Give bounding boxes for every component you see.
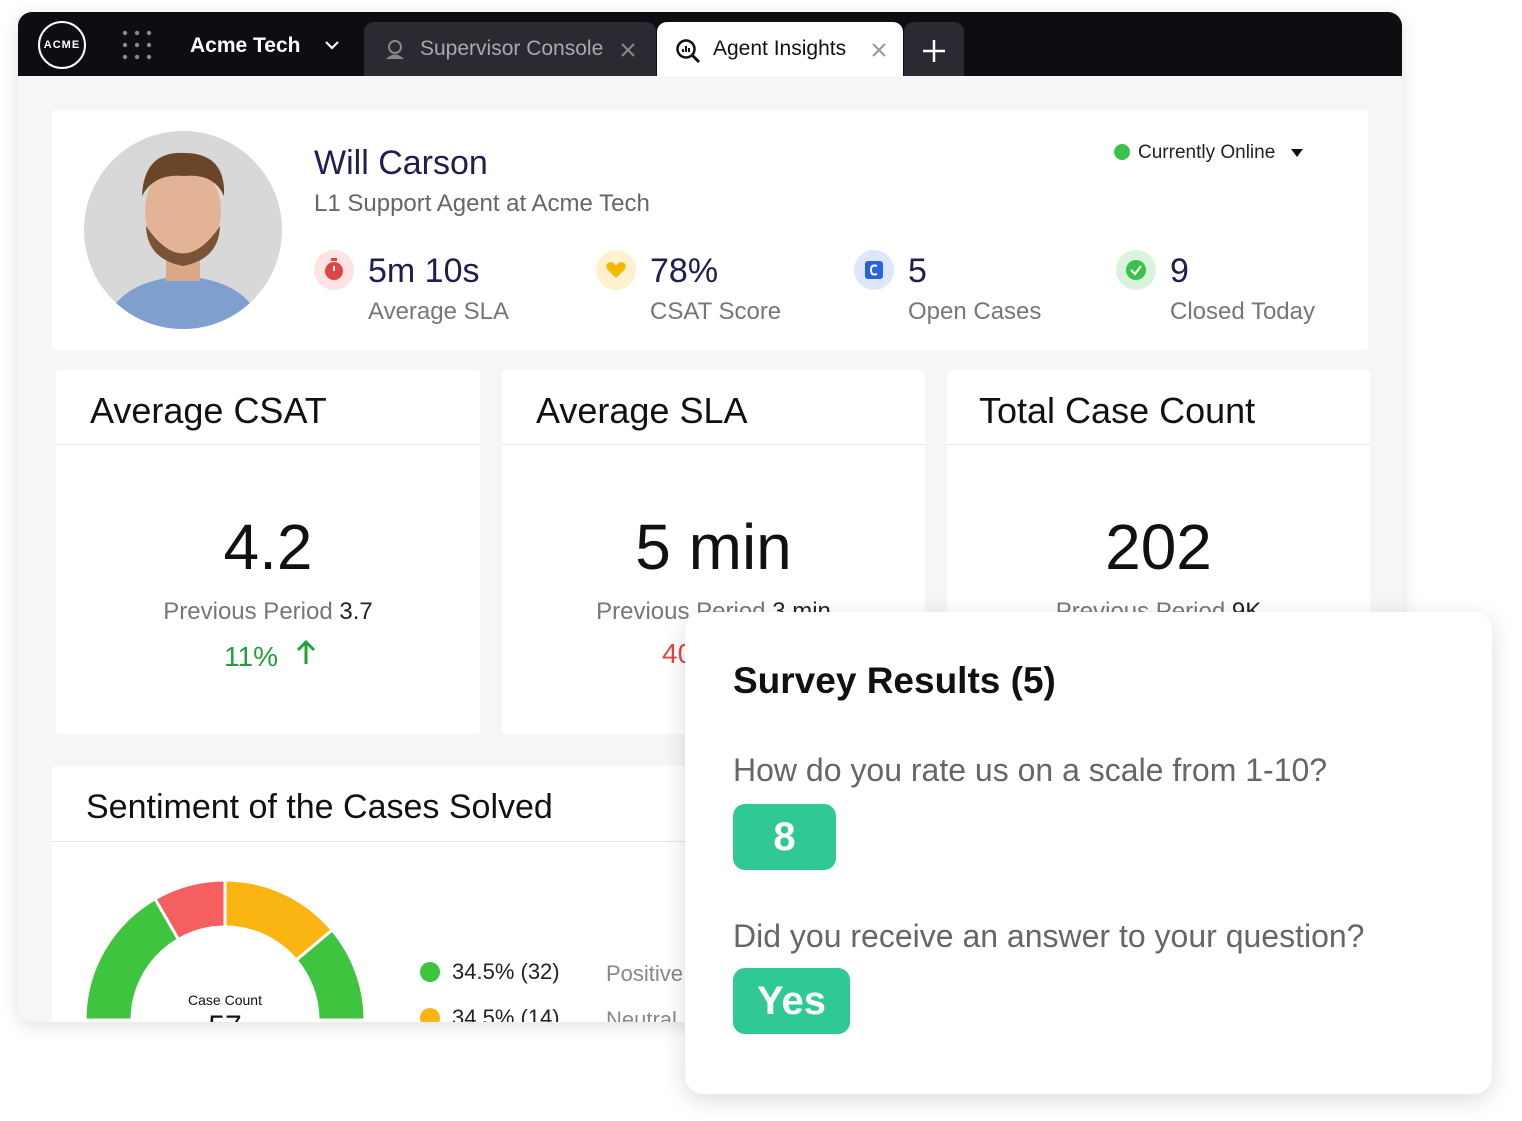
survey-title: Survey Results (5) — [733, 660, 1056, 701]
top-bar: ACME Acme Tech Supervisor Console Agent … — [18, 12, 1402, 76]
question: How do you rate us on a scale from 1-10? — [733, 752, 1328, 788]
card-title: Total Case Count — [979, 390, 1256, 431]
status-dot — [1114, 144, 1130, 160]
tab-icon — [676, 39, 701, 64]
new-tab[interactable] — [904, 22, 964, 76]
donut-segment — [294, 927, 367, 1022]
profile-card: Will Carson L1 Support Agent at Acme Tec… — [52, 110, 1368, 350]
previous-label: Previous Period — [163, 598, 333, 625]
tab-close[interactable] — [620, 42, 636, 58]
answer: 8 — [733, 804, 836, 870]
tab-active[interactable]: Agent Insights — [657, 22, 903, 76]
tab-icon — [386, 40, 404, 59]
org-dropdown[interactable] — [324, 40, 340, 52]
stat-value: 5 — [908, 252, 927, 290]
survey-popup: Survey Results (5) How do you rate us on… — [685, 612, 1492, 1094]
status-dropdown[interactable] — [1290, 148, 1304, 158]
stat-value: 5m 10s — [368, 252, 480, 290]
donut — [83, 878, 367, 1022]
plus-icon — [923, 40, 945, 62]
closed-icon — [1116, 250, 1156, 290]
metric-value: 5 min — [635, 511, 792, 583]
tab-label: Supervisor Console — [420, 37, 604, 60]
tab[interactable]: Supervisor Console — [364, 22, 656, 76]
org-name[interactable]: Acme Tech — [190, 34, 301, 57]
stat-label: Open Cases — [908, 298, 1042, 325]
status[interactable]: Currently Online — [1138, 142, 1276, 163]
divider — [947, 444, 1370, 445]
legend-value: 34.5% (32) — [452, 959, 560, 984]
metric-value: 202 — [1105, 511, 1212, 583]
stat-value: 9 — [1170, 252, 1189, 290]
legend-dot — [420, 1008, 440, 1022]
stat-value: 78% — [650, 252, 719, 290]
sla-icon — [314, 250, 354, 290]
legend-value: 34.5% (14) — [452, 1005, 560, 1022]
divider — [502, 444, 925, 445]
stat-label: Closed Today — [1170, 298, 1315, 325]
apps-icon[interactable] — [122, 30, 152, 60]
up-arrow — [296, 639, 316, 664]
legend-label: Neutral — [606, 1007, 677, 1022]
stat-label: Average SLA — [368, 298, 509, 325]
center-value: 57 — [152, 1010, 298, 1022]
previous: Previous Period 3.7 — [56, 598, 480, 626]
divider — [56, 444, 480, 445]
metric-card: Average CSAT 4.2 Previous Period 3.7 11% — [56, 370, 480, 734]
logo[interactable]: ACME — [38, 21, 86, 69]
tab-close[interactable] — [871, 42, 887, 58]
card-title: Sentiment of the Cases Solved — [86, 788, 553, 826]
tab-label: Agent Insights — [713, 37, 847, 60]
cases-icon — [854, 250, 894, 290]
agent-role: L1 Support Agent at Acme Tech — [314, 190, 650, 217]
metric-value: 4.2 — [223, 511, 313, 583]
question: Did you receive an answer to your questi… — [733, 918, 1365, 954]
change: 11% — [224, 638, 318, 673]
card-title: Average SLA — [536, 390, 748, 431]
csat-icon — [596, 250, 636, 290]
legend-label: Positive — [606, 961, 684, 986]
avatar — [84, 131, 282, 329]
agent-name: Will Carson — [314, 144, 488, 182]
stat-label: CSAT Score — [650, 298, 782, 325]
legend-dot — [420, 962, 440, 982]
change-value: 11% — [224, 641, 278, 672]
previous-value: 3.7 — [339, 598, 373, 625]
answer: Yes — [733, 968, 850, 1034]
card-title: Average CSAT — [90, 390, 327, 431]
center-label: Case Count — [188, 992, 262, 1008]
